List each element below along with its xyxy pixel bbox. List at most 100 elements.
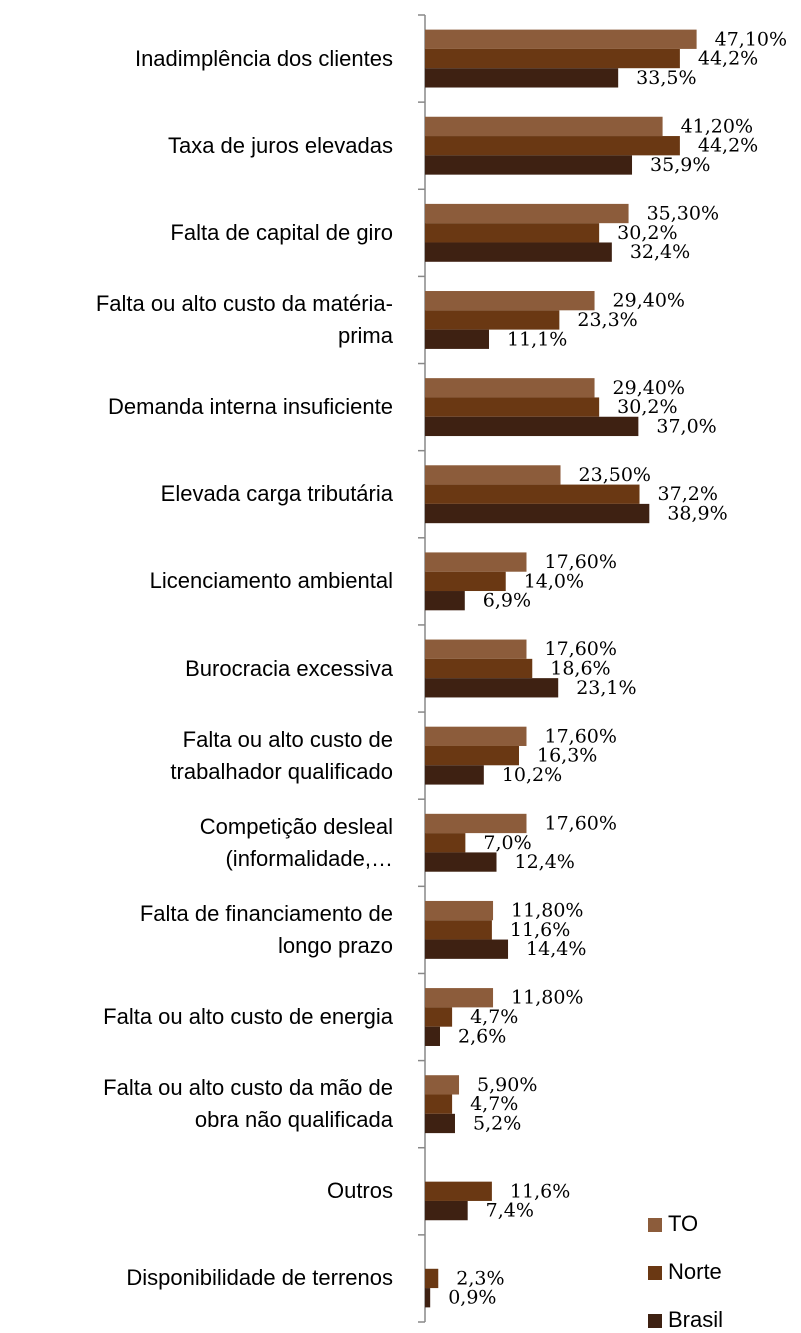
- value-label: 11,6%: [510, 919, 570, 941]
- value-label: 4,7%: [470, 1093, 518, 1115]
- bar: [425, 397, 600, 417]
- bar: [425, 329, 490, 349]
- bar: [425, 1113, 455, 1134]
- value-label: 30,2%: [617, 222, 677, 244]
- bar: [425, 900, 494, 921]
- legend-label: TO: [668, 1211, 698, 1236]
- bar: [425, 571, 506, 592]
- bar: [425, 136, 680, 156]
- category-label: Licenciamento ambiental: [149, 568, 393, 594]
- value-label: 35,30%: [647, 203, 719, 225]
- value-label: 11,6%: [510, 1180, 570, 1202]
- bar: [425, 116, 663, 137]
- value-label: 14,0%: [524, 570, 584, 592]
- bar: [425, 639, 527, 659]
- value-label: 7,4%: [486, 1200, 534, 1222]
- bar: [425, 378, 595, 398]
- value-label: 5,90%: [477, 1074, 537, 1096]
- value-label: 44,2%: [698, 48, 758, 70]
- value-label: 23,3%: [577, 309, 637, 331]
- value-label: 2,3%: [456, 1267, 504, 1289]
- category-label: Burocracia excessiva: [185, 655, 393, 681]
- value-label: 17,60%: [544, 725, 616, 747]
- bar: [425, 658, 533, 679]
- legend-label: Norte: [668, 1259, 722, 1284]
- value-label: 16,3%: [537, 745, 597, 767]
- value-label: 5,2%: [473, 1112, 521, 1134]
- bar: [425, 68, 619, 88]
- bar: [425, 155, 633, 175]
- bar: [425, 291, 595, 311]
- bar: [425, 1075, 460, 1095]
- bar: [425, 1288, 431, 1308]
- bar: [425, 1200, 468, 1221]
- value-label: 37,2%: [658, 483, 718, 505]
- bar: [425, 223, 600, 243]
- value-label: 38,9%: [667, 503, 727, 525]
- category-label: Falta de financiamento de longo prazo: [139, 900, 393, 958]
- value-label: 4,7%: [470, 1006, 518, 1028]
- value-label: 17,60%: [544, 638, 616, 660]
- bar: [425, 726, 527, 746]
- value-label: 17,60%: [544, 551, 616, 573]
- category-label: Competição desleal (informalidade,…: [199, 813, 393, 871]
- value-label: 29,40%: [613, 377, 685, 399]
- value-label: 11,1%: [507, 328, 567, 350]
- category-label: Falta ou alto custo da mão de obra não q…: [103, 1075, 393, 1133]
- bar: [425, 48, 680, 69]
- value-label: 41,20%: [681, 115, 753, 137]
- value-label: 44,2%: [698, 135, 758, 157]
- bar: [425, 1268, 439, 1289]
- value-label: 7,0%: [483, 832, 531, 854]
- bar: [425, 678, 559, 698]
- value-label: 29,40%: [613, 290, 685, 312]
- value-label: 14,4%: [526, 938, 586, 960]
- category-label: Demanda interna insuficiente: [108, 394, 393, 420]
- legend-swatch: [648, 1314, 662, 1328]
- bar: [425, 591, 465, 611]
- value-label: 2,6%: [458, 1025, 506, 1047]
- bar: [425, 242, 612, 262]
- bar: [425, 1007, 453, 1027]
- bar: [425, 203, 629, 224]
- bar: [425, 503, 650, 524]
- category-label: Falta de capital de giro: [170, 219, 393, 245]
- bar: [425, 988, 494, 1008]
- bar: [425, 416, 639, 437]
- category-label: Disponibilidade de terrenos: [126, 1265, 393, 1291]
- value-label: 30,2%: [617, 396, 677, 418]
- value-label: 11,80%: [511, 987, 583, 1009]
- value-label: 47,10%: [715, 28, 787, 50]
- value-label: 35,9%: [650, 154, 710, 176]
- bar: [425, 1094, 453, 1114]
- bar: [425, 920, 492, 940]
- bar: [425, 852, 497, 872]
- bar: [425, 833, 466, 853]
- value-label: 0,9%: [448, 1287, 496, 1309]
- category-label: Inadimplência dos clientes: [134, 45, 393, 71]
- bar: [425, 465, 561, 485]
- bar: [425, 813, 527, 834]
- bar: [425, 745, 519, 766]
- value-label: 32,4%: [630, 241, 690, 263]
- value-label: 6,9%: [483, 590, 531, 612]
- legend-label: Brasil: [668, 1307, 723, 1332]
- value-label: 23,50%: [579, 464, 651, 486]
- bar: [425, 484, 640, 504]
- bar: [425, 310, 560, 330]
- category-label: Falta ou alto custo de energia: [103, 1004, 393, 1030]
- bar: [425, 1026, 440, 1046]
- value-label: 18,6%: [550, 658, 610, 680]
- legend-swatch: [648, 1218, 662, 1232]
- category-label: Taxa de juros elevadas: [167, 132, 393, 158]
- bar: [425, 939, 509, 959]
- value-label: 12,4%: [515, 851, 575, 873]
- bar: [425, 552, 527, 572]
- value-label: 33,5%: [636, 67, 696, 89]
- bar: [425, 1181, 492, 1201]
- bar: [425, 29, 697, 49]
- value-label: 37,0%: [656, 415, 716, 437]
- category-label: Elevada carga tributária: [160, 481, 393, 507]
